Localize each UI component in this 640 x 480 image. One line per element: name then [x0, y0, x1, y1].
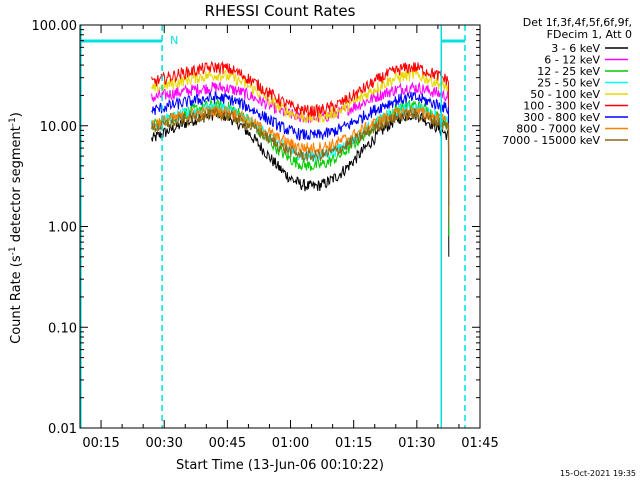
series-line	[151, 91, 450, 206]
marker-label: N	[170, 34, 178, 47]
chart-title: RHESSI Count Rates	[205, 2, 356, 20]
x-tick-label: 01:00	[272, 436, 309, 451]
legend-entry-label: 3 - 6 keV	[551, 42, 600, 55]
y-axis-label-part: )	[9, 112, 24, 117]
legend-entry-label: 7000 - 15000 keV	[502, 134, 600, 147]
legend-entry-label: 100 - 300 keV	[523, 100, 600, 113]
legend-entry-label: 12 - 25 keV	[537, 65, 600, 78]
x-tick-label: 00:30	[145, 436, 182, 451]
y-tick-label: 1.00	[48, 221, 77, 236]
x-tick-label: 01:30	[398, 436, 435, 451]
y-tick-layer: 100.00 10.00 1.00 0.10 0.01	[32, 19, 480, 437]
x-tick-label: 01:15	[335, 436, 372, 451]
series-line	[151, 80, 450, 189]
series-line	[151, 69, 450, 189]
legend-entry-label: 300 - 800 keV	[523, 111, 600, 124]
legend-entry-label: 800 - 7000 keV	[516, 123, 600, 136]
legend-entry-label: 50 - 100 keV	[530, 88, 600, 101]
x-tick-layer: 00:15 00:30 00:45 01:00 01:15 01:30 01:45	[79, 25, 499, 451]
series-line	[151, 60, 450, 182]
x-tick-label: 01:45	[461, 436, 498, 451]
x-tick-label: 00:45	[209, 436, 246, 451]
y-axis-label-part: -1	[8, 246, 18, 255]
legend-header-line: FDecim 1, Att 0	[547, 28, 632, 41]
marker-layer: N	[80, 25, 466, 428]
footer-timestamp: 15-Oct-2021 19:35	[560, 469, 636, 478]
legend-entry-label: 6 - 12 keV	[544, 54, 600, 67]
y-axis-label-part: detector segment	[9, 126, 24, 246]
y-tick-label: 0.01	[48, 422, 77, 437]
y-tick-label: 10.00	[40, 120, 77, 135]
y-tick-label: 0.10	[48, 321, 77, 336]
series-layer	[151, 60, 450, 257]
legend-entry-label: 25 - 50 keV	[537, 77, 600, 90]
legend-header-line: Det 1f,3f,4f,5f,6f,9f,	[523, 16, 632, 29]
y-axis-label-part: Count Rate (s	[9, 255, 24, 344]
y-axis-label-part: -1	[8, 117, 18, 126]
y-axis-label: Count Rate (s-1 detector segment-1)	[8, 112, 24, 344]
x-tick-label: 00:15	[82, 436, 119, 451]
x-axis-label: Start Time (13-Jun-06 00:10:22)	[176, 458, 384, 473]
y-tick-label: 100.00	[32, 19, 78, 34]
series-line	[151, 106, 450, 227]
legend: Det 1f,3f,4f,5f,6f,9f, FDecim 1, Att 0 3…	[502, 16, 632, 147]
